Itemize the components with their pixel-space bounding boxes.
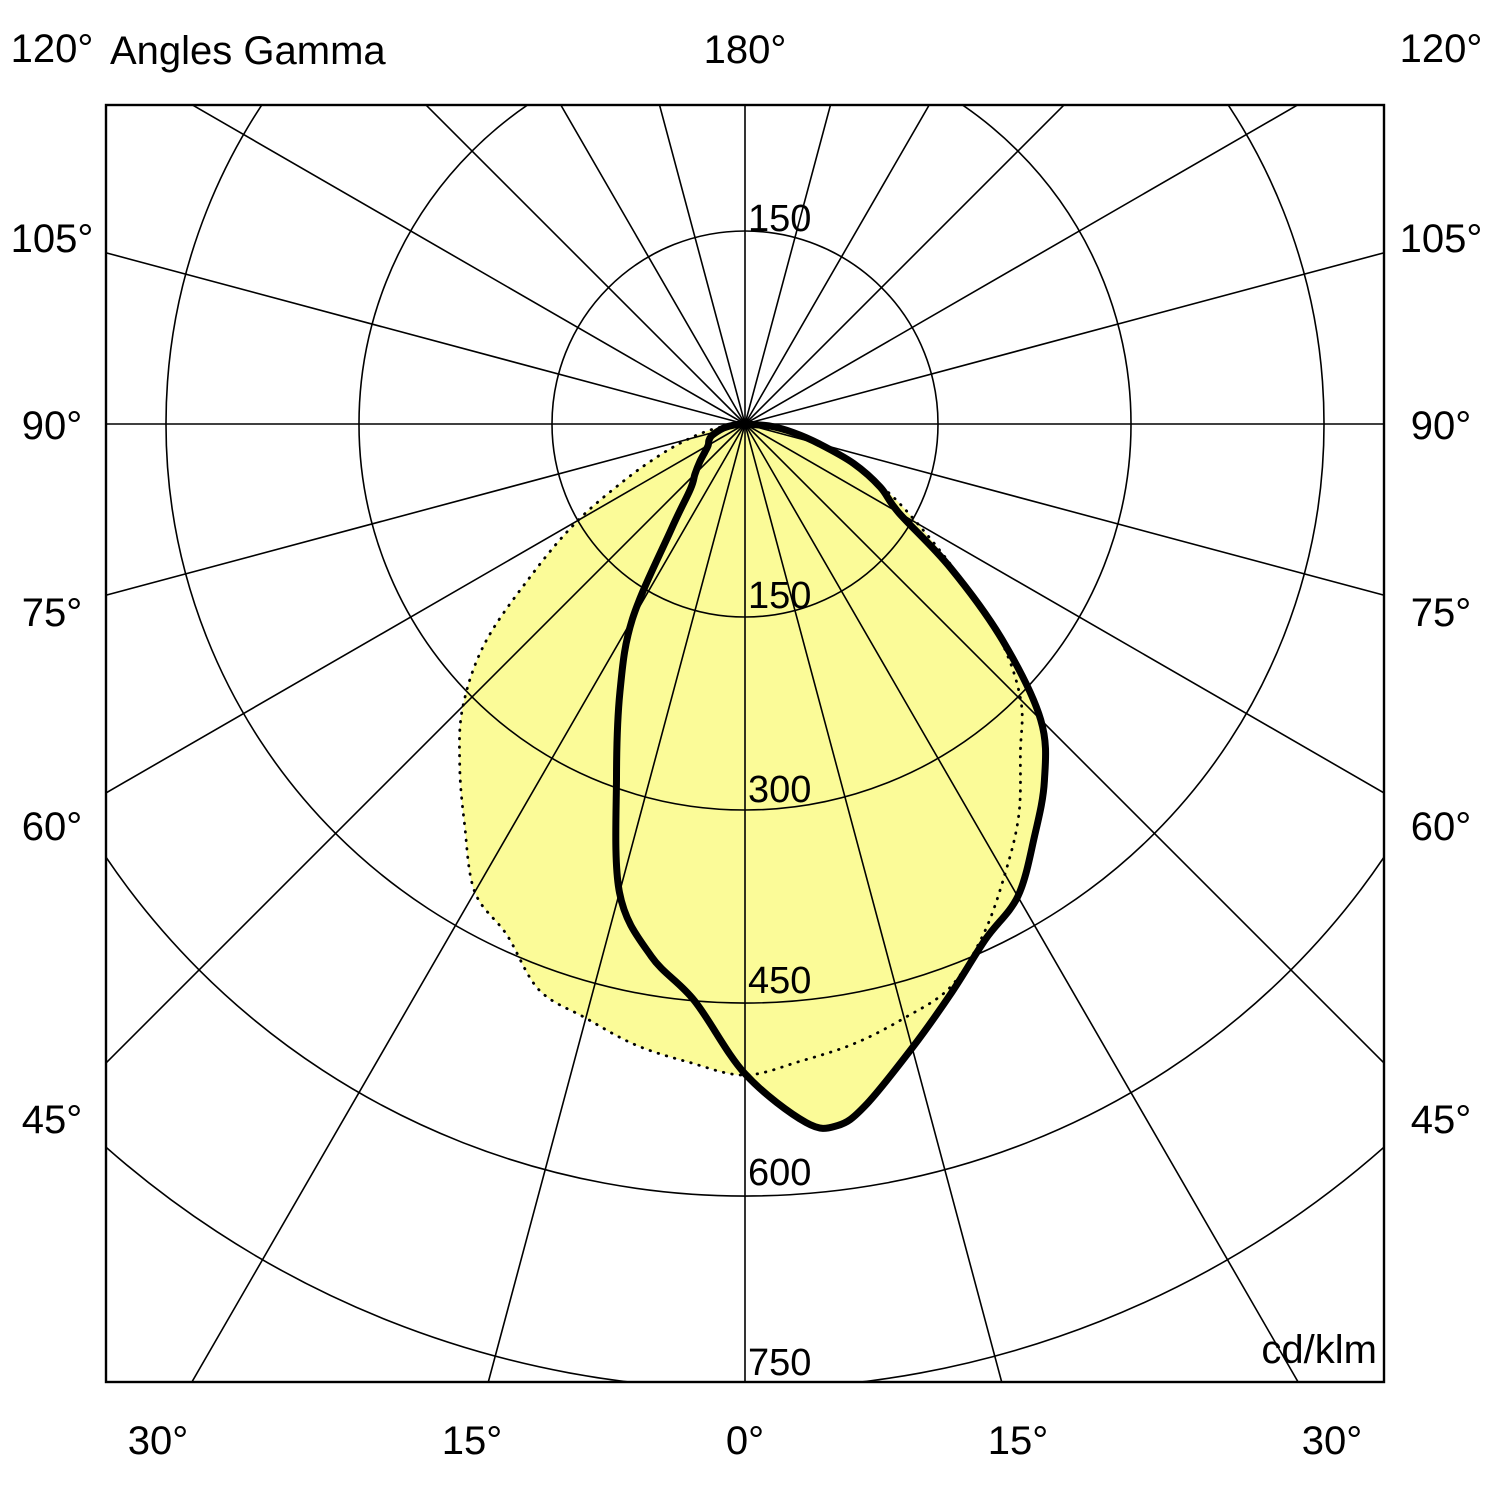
grid-ray bbox=[106, 251, 746, 425]
radial-tick-label: 300 bbox=[748, 769, 811, 811]
grid-ray bbox=[744, 423, 1384, 1065]
grid-ray bbox=[744, 423, 1300, 1382]
radial-tick-label: 750 bbox=[748, 1342, 811, 1384]
gamma-label-right: 105° bbox=[1400, 217, 1483, 261]
gamma-label-left: 60° bbox=[22, 805, 83, 849]
gamma-label-top: 180° bbox=[704, 28, 787, 72]
grid-ray bbox=[744, 105, 931, 425]
grid-ray bbox=[106, 423, 746, 1065]
intensity-curves bbox=[458, 418, 1050, 1132]
gamma-label-bottom: 15° bbox=[442, 1419, 503, 1463]
grid-ray bbox=[744, 105, 1300, 425]
grid-ray bbox=[559, 105, 746, 425]
gamma-label-bottom: 30° bbox=[128, 1419, 189, 1463]
chart-title: Angles Gamma bbox=[110, 29, 386, 73]
gamma-label-right: 75° bbox=[1411, 591, 1472, 635]
grid-ray bbox=[744, 423, 1384, 794]
grid-ray bbox=[744, 105, 1066, 425]
gamma-label-left: 90° bbox=[22, 404, 83, 448]
radial-tick-label: 150 bbox=[748, 575, 811, 617]
grid-ray bbox=[190, 423, 746, 1382]
gamma-label-left: 105° bbox=[11, 217, 94, 261]
gamma-label-left: 120° bbox=[11, 27, 94, 71]
chart-frame bbox=[104, 103, 1386, 1384]
unit-label: cd/klm bbox=[1261, 1328, 1377, 1372]
radial-tick-label: 450 bbox=[748, 960, 811, 1002]
radial-tick-label: 600 bbox=[748, 1152, 811, 1194]
gamma-label-right: 60° bbox=[1411, 805, 1472, 849]
grid-ray bbox=[424, 105, 746, 425]
grid-ray bbox=[744, 423, 1384, 597]
gamma-label-bottom: 30° bbox=[1302, 1419, 1363, 1463]
gamma-label-left: 45° bbox=[22, 1098, 83, 1142]
grid-ray bbox=[106, 423, 746, 794]
gamma-label-bottom: 15° bbox=[988, 1419, 1049, 1463]
grid-ray bbox=[190, 105, 746, 425]
gamma-label-bottom: 0° bbox=[726, 1419, 764, 1463]
gamma-label-right: 45° bbox=[1411, 1098, 1472, 1142]
axis-labels: 150 150 300 450 600 750 120° 120° 105° 105° 90° 90°… bbox=[11, 27, 1483, 1463]
grid-ray bbox=[744, 251, 1384, 425]
light-distribution-fill bbox=[459, 424, 1046, 1129]
gamma-label-left: 75° bbox=[22, 591, 83, 635]
pole-dot bbox=[739, 418, 751, 430]
gamma-label-right: 120° bbox=[1400, 27, 1483, 71]
grid-ray bbox=[744, 423, 1003, 1382]
fill-c0-c180 bbox=[615, 424, 1046, 1129]
grid-ray bbox=[106, 423, 746, 597]
c0-c180-solid-curve bbox=[612, 420, 1050, 1132]
gamma-label-right: 90° bbox=[1411, 404, 1472, 448]
grid-ray bbox=[744, 105, 832, 425]
grid-ray bbox=[487, 423, 746, 1382]
radial-tick-label: 150 bbox=[748, 198, 811, 240]
